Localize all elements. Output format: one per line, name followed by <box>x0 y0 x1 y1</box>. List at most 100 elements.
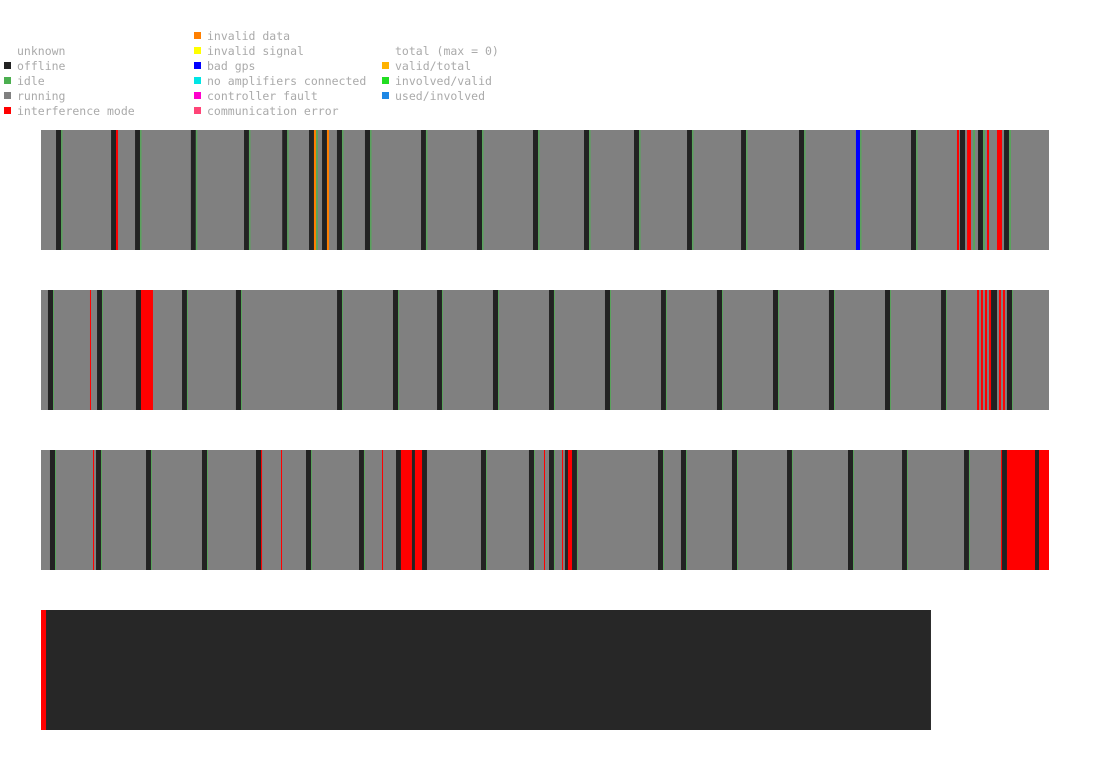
segment-offline <box>437 290 442 410</box>
timeline-strip-3 <box>41 450 1049 570</box>
segment-offline <box>476 130 482 250</box>
segment-idle <box>100 450 102 570</box>
segment-interference <box>977 290 980 410</box>
legend-swatch-invalid-signal <box>194 47 201 54</box>
segment-offline <box>135 130 140 250</box>
legend-label-valid-total: valid/total <box>395 59 472 73</box>
segment-idle <box>482 130 484 250</box>
segment-offline <box>848 450 854 570</box>
segment-offline <box>549 290 554 410</box>
segment-offline <box>337 290 342 410</box>
segment-interference <box>567 450 573 570</box>
segment-offline <box>634 130 640 250</box>
segment-idle <box>398 290 400 410</box>
timeline-strip-1 <box>41 130 1049 250</box>
legend-swatch-used-involved <box>382 92 389 99</box>
segment-offline <box>47 290 53 410</box>
segment-interference <box>562 450 564 570</box>
segment-idle <box>916 130 918 250</box>
segment-interference <box>400 450 412 570</box>
segment-idle <box>686 450 688 570</box>
strip-background <box>41 130 1049 250</box>
segment-interference <box>115 130 119 250</box>
segment-idle <box>186 290 188 410</box>
segment-offline <box>480 450 487 570</box>
legend-swatch-interference <box>4 107 11 114</box>
segment-offline <box>1002 450 1007 570</box>
legend-label-total: total (max = 0) <box>395 44 499 58</box>
segment-bad-gps <box>855 130 860 250</box>
timeline-strip-2 <box>41 290 1049 410</box>
segment-offline <box>991 290 997 410</box>
segment-offline <box>657 450 664 570</box>
legend-label-used-involved: used/involved <box>395 89 486 103</box>
segment-idle <box>486 450 488 570</box>
segment-offline <box>364 130 371 250</box>
segment-idle <box>906 450 908 570</box>
legend-swatch-offline <box>4 62 11 69</box>
segment-offline <box>549 450 554 570</box>
segment-offline <box>309 130 314 250</box>
segment-offline <box>396 450 401 570</box>
segment-offline <box>111 130 116 250</box>
segment-offline <box>1004 130 1009 250</box>
segment-idle <box>311 450 313 570</box>
segment-offline <box>964 450 969 570</box>
legend-label-bad-gps: bad gps <box>207 59 256 73</box>
segment-interference <box>980 290 983 410</box>
segment-idle <box>639 130 641 250</box>
segment-offline <box>884 290 891 410</box>
segment-offline <box>49 450 56 570</box>
segment-offline <box>56 130 62 250</box>
segment-idle <box>341 130 344 250</box>
segment-offline <box>411 450 415 570</box>
segment-interference <box>1039 450 1049 570</box>
segment-offline <box>902 450 907 570</box>
legend: unknown offline idle running interference mo… <box>0 0 1095 125</box>
segment-offline <box>528 450 535 570</box>
segment-offline <box>787 450 792 570</box>
strip-background <box>41 610 931 730</box>
segment-offline <box>256 450 262 570</box>
legend-label-invalid-data: invalid data <box>207 29 291 43</box>
segment-offline <box>422 450 427 570</box>
segment-idle <box>968 450 970 570</box>
strip-background <box>41 290 1049 410</box>
legend-swatch-running <box>4 92 11 99</box>
segment-idle <box>315 130 318 250</box>
segment-interference <box>989 290 992 410</box>
legend-swatch-valid-total <box>382 62 389 69</box>
legend-label-unknown: unknown <box>17 44 66 58</box>
legend-swatch-involved-valid <box>382 77 389 84</box>
segment-offline <box>731 450 738 570</box>
segment-offline <box>828 290 834 410</box>
segment-idle <box>833 290 836 410</box>
segment-offline <box>533 130 539 250</box>
segment-offline <box>959 130 966 250</box>
legend-swatch-controller-fault <box>194 92 201 99</box>
segment-idle <box>441 290 443 410</box>
timeline-strip-4 <box>41 610 931 730</box>
segment-idle <box>853 450 855 570</box>
legend-label-no-amplifiers: no amplifiers connected <box>207 74 367 88</box>
segment-idle <box>945 290 947 410</box>
legend-label-invalid-signal: invalid signal <box>207 44 304 58</box>
segment-offline <box>182 290 187 410</box>
segment-offline <box>282 130 288 250</box>
legend-label-involved-valid: involved/valid <box>395 74 492 88</box>
segment-offline <box>306 450 312 570</box>
segment-offline <box>941 290 946 410</box>
legend-label-offline: offline <box>17 59 66 73</box>
segment-interference <box>281 450 283 570</box>
segment-offline <box>135 290 141 410</box>
segment-idle <box>1012 290 1014 410</box>
segment-idle <box>498 290 500 410</box>
segment-idle <box>691 130 694 250</box>
legend-swatch-idle <box>4 77 11 84</box>
segment-interference <box>261 450 263 570</box>
segment-idle <box>61 130 63 250</box>
segment-interference <box>140 290 153 410</box>
segment-idle <box>745 130 748 250</box>
segment-offline <box>190 130 196 250</box>
